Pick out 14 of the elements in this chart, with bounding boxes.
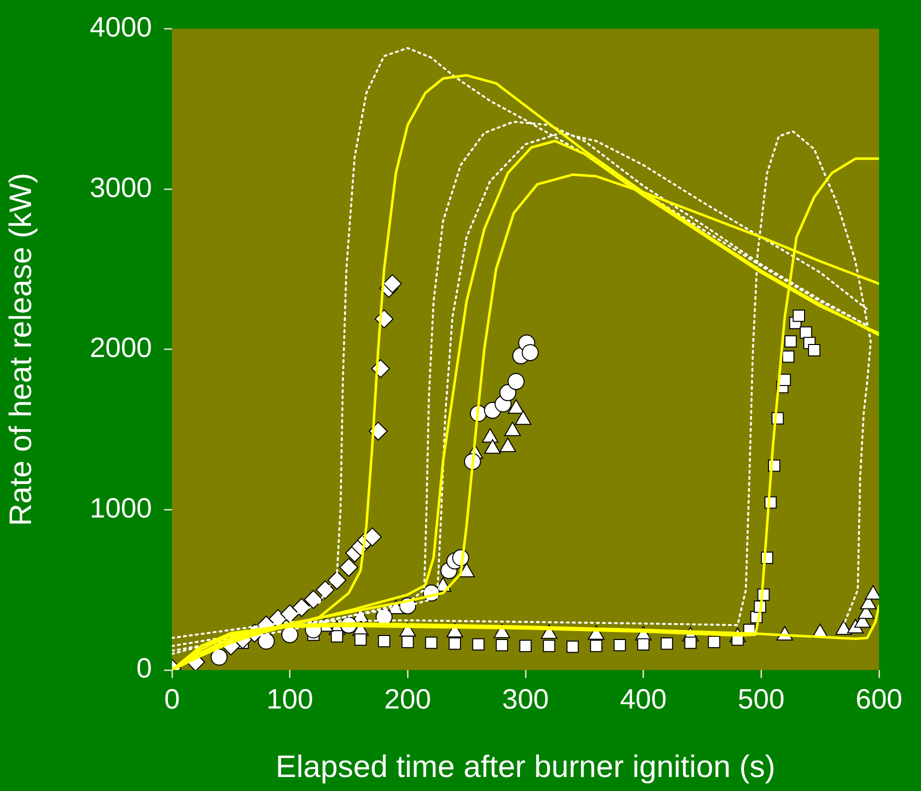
y-tick-label: 3000: [90, 172, 152, 203]
x-axis-title: Elapsed time after burner ignition (s): [276, 748, 776, 784]
y-tick-label: 4000: [90, 12, 152, 43]
x-tick-label: 500: [738, 684, 785, 715]
y-tick-label: 1000: [90, 492, 152, 524]
x-tick-label: 400: [620, 684, 667, 715]
x-tick-label: 300: [502, 684, 549, 715]
x-tick-label: 600: [856, 684, 902, 715]
x-tick-label: 100: [266, 684, 314, 715]
y-axis-title: Rate of heat release (kW): [3, 172, 38, 526]
x-tick-label: 200: [384, 684, 432, 715]
y-tick-label: 0: [136, 652, 152, 684]
x-tick-label: 0: [164, 684, 180, 715]
y-tick-label: 2000: [90, 332, 152, 364]
